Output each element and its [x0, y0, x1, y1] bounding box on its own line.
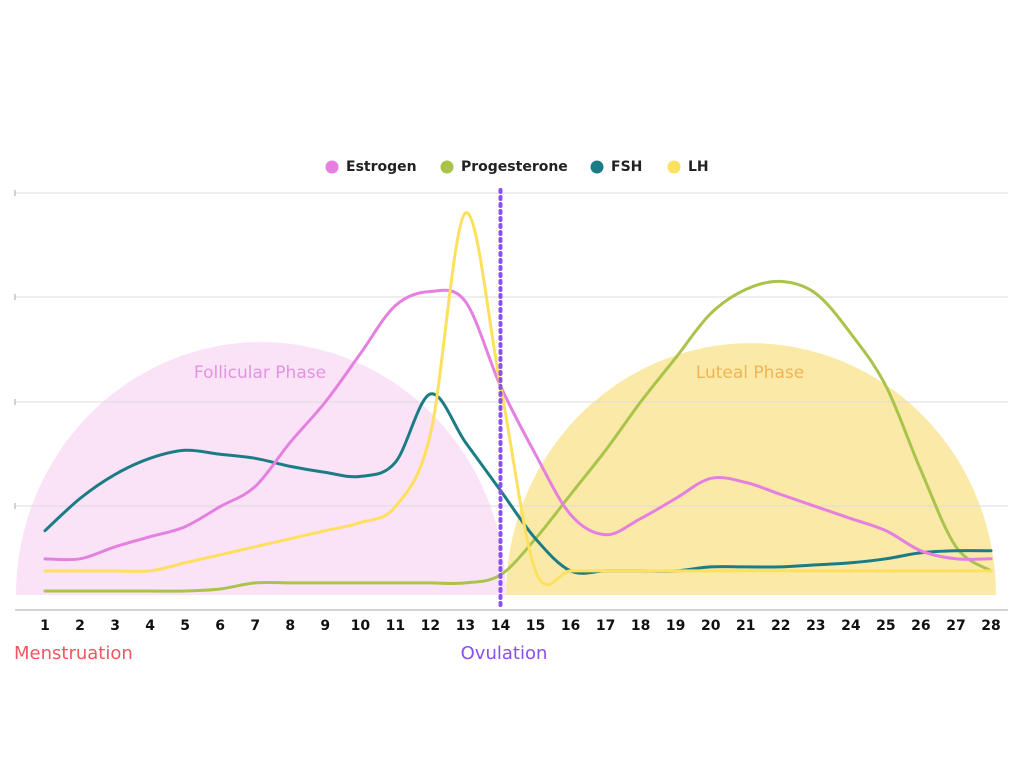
series-line-progesterone [43, 279, 993, 593]
x-tick-label: 14 [491, 618, 511, 634]
x-tick-label: 23 [806, 618, 825, 634]
x-tick-label: 9 [320, 618, 330, 634]
x-tick-label: 7 [250, 618, 260, 634]
x-tick-label: 12 [421, 618, 440, 634]
x-tick-label: 21 [736, 618, 755, 634]
x-tick-label: 16 [561, 618, 580, 634]
x-tick-label: 5 [180, 618, 190, 634]
x-tick-label: 26 [911, 618, 930, 634]
luteal-phase-region [506, 343, 996, 595]
legend-label-lh: LH [688, 159, 709, 175]
x-tick-label: 22 [771, 618, 790, 634]
series-line-estrogen [43, 288, 993, 562]
x-tick-label: 24 [841, 618, 861, 634]
x-tick-label: 3 [110, 618, 120, 634]
annotations: Menstruation Ovulation [14, 643, 547, 664]
series-line-fsh [43, 392, 993, 575]
legend-marker-fsh [590, 160, 604, 174]
menstruation-label: Menstruation [14, 643, 133, 664]
phase-regions [16, 342, 996, 595]
x-tick-label: 19 [666, 618, 685, 634]
legend-marker-estrogen [325, 160, 339, 174]
legend-marker-lh [667, 160, 681, 174]
x-tick-label: 4 [145, 618, 155, 634]
x-tick-label: 2 [75, 618, 85, 634]
legend-label-fsh: FSH [611, 159, 642, 175]
x-tick-label: 11 [386, 618, 405, 634]
x-tick-label: 6 [215, 618, 225, 634]
follicular-phase-label: Follicular Phase [194, 363, 326, 383]
x-tick-label: 17 [596, 618, 615, 634]
x-tick-label: 1 [40, 618, 50, 634]
ovulation-label: Ovulation [461, 643, 548, 664]
x-tick-label: 10 [351, 618, 371, 634]
luteal-phase-label: Luteal Phase [696, 363, 804, 383]
legend-label-progesterone: Progesterone [461, 159, 568, 175]
x-tick-label: 8 [285, 618, 295, 634]
x-tick-label: 15 [526, 618, 545, 634]
x-axis: 1 2 3 4 5 6 7 8 9 10 11 12 13 14 15 16 17 18 19 20 21 22 23 24 2… [15, 609, 1008, 634]
follicular-phase-region [16, 342, 506, 595]
legend-marker-progesterone [440, 160, 454, 174]
x-tick-label: 28 [981, 618, 1000, 634]
legend-label-estrogen: Estrogen [346, 159, 417, 175]
x-tick-label: 27 [946, 618, 965, 634]
x-tick-label: 13 [456, 618, 475, 634]
x-tick-label: 18 [631, 618, 650, 634]
phase-labels: Follicular Phase Luteal Phase [194, 363, 804, 383]
x-tick-label: 25 [876, 618, 895, 634]
x-tick-label: 20 [701, 618, 721, 634]
legend: Estrogen Progesterone FSH LH [325, 159, 709, 175]
